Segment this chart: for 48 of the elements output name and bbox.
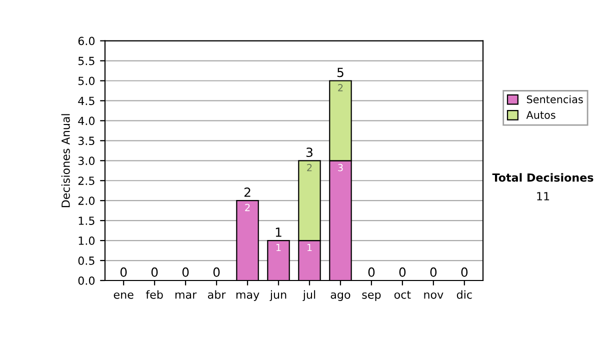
total-label: 5 bbox=[337, 68, 344, 78]
legend-label: Autos bbox=[526, 111, 556, 119]
text: Total Decisiones bbox=[492, 173, 594, 182]
y-tick-label: 0.5 bbox=[78, 256, 94, 265]
y-tick-label: 1.0 bbox=[78, 236, 95, 245]
x-tick-label: mar bbox=[175, 292, 197, 299]
total-label: 0 bbox=[430, 267, 437, 277]
x-tick-label: nov bbox=[424, 292, 444, 299]
x-tick-label: may bbox=[236, 292, 260, 301]
total-label: 0 bbox=[182, 267, 189, 277]
y-tick-label: 3.0 bbox=[78, 156, 95, 166]
x-tick-label: dic bbox=[456, 290, 472, 299]
y-tick-label: 5.5 bbox=[78, 56, 94, 66]
total-label: 1 bbox=[276, 228, 282, 237]
total-label: 0 bbox=[399, 267, 406, 277]
y-tick-label: 3.5 bbox=[78, 136, 94, 146]
data-label: 2 bbox=[245, 204, 250, 212]
total-label: 0 bbox=[368, 267, 375, 277]
x-tick-label: jun bbox=[270, 290, 286, 301]
total-label: 0 bbox=[120, 267, 127, 277]
data-label: 1 bbox=[307, 244, 312, 252]
x-tick-label: feb bbox=[146, 290, 163, 299]
data-label: 1 bbox=[276, 244, 281, 252]
total-label: 0 bbox=[151, 267, 158, 277]
y-tick-label: 4.0 bbox=[78, 116, 95, 126]
y-tick-label: 0.0 bbox=[78, 276, 95, 285]
legend-label: Sentencias bbox=[526, 95, 583, 104]
y-tick-label: 6.0 bbox=[78, 36, 95, 46]
total-label: 2 bbox=[244, 188, 250, 197]
data-label: 3 bbox=[338, 164, 343, 172]
total-label: 3 bbox=[306, 148, 312, 158]
x-tick-label: abr bbox=[208, 290, 226, 299]
total-label: 0 bbox=[213, 267, 220, 277]
x-tick-label: ago bbox=[330, 292, 350, 301]
y-tick-label: 1.5 bbox=[78, 216, 94, 225]
total-label: 0 bbox=[461, 267, 468, 277]
y-tick-label: 5.0 bbox=[78, 76, 95, 86]
x-tick-label: oct bbox=[394, 290, 411, 299]
data-label: 2 bbox=[338, 84, 343, 92]
x-tick-label: jul bbox=[302, 290, 316, 301]
x-tick-label: ene bbox=[114, 292, 134, 299]
x-tick-label: sep bbox=[362, 292, 381, 301]
data-label: 2 bbox=[307, 164, 312, 172]
text: 11 bbox=[537, 192, 550, 200]
y-tick-label: 4.5 bbox=[78, 96, 94, 106]
y-axis-title: Decisiones Anual bbox=[61, 114, 70, 208]
y-tick-label: 2.5 bbox=[78, 176, 94, 186]
y-tick-label: 2.0 bbox=[78, 196, 95, 205]
